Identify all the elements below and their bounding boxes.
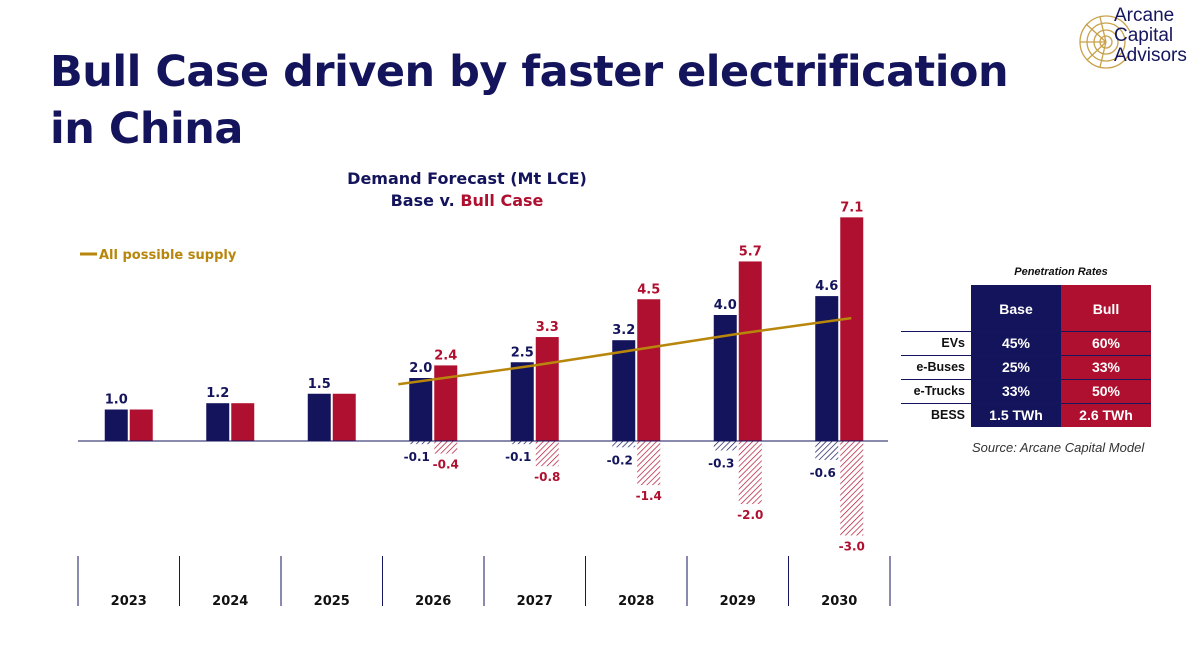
bar-base-2027 xyxy=(510,362,534,441)
logo-wordmark: Arcane Capital Advisors xyxy=(1114,6,1187,66)
bar-bull-2026 xyxy=(434,365,458,441)
x-tick-label-2025: 2025 xyxy=(314,594,350,609)
bull-cell: 60% xyxy=(1061,332,1151,355)
column-header-base: Base xyxy=(971,285,1061,333)
neg-bar-base-2030 xyxy=(815,441,839,460)
base-cell: 45% xyxy=(971,332,1061,355)
x-tick-label-2024: 2024 xyxy=(212,594,248,609)
row-label: e-Buses xyxy=(916,360,965,374)
bar-base-2024 xyxy=(206,403,230,441)
data-label-bull-2026: 2.4 xyxy=(434,348,457,363)
bar-bull-2023 xyxy=(129,409,153,441)
demand-forecast-chart: Demand Forecast (Mt LCE) Base v. Bull Ca… xyxy=(77,169,891,609)
logo-line-1: Arcane xyxy=(1114,5,1175,26)
bar-base-2023 xyxy=(104,409,128,441)
row-label: EVs xyxy=(941,336,965,350)
bar-bull-2030 xyxy=(840,217,864,441)
data-label-base-2025: 1.5 xyxy=(308,377,331,392)
row-label: BESS xyxy=(930,408,965,422)
bar-base-2028 xyxy=(612,340,636,441)
neg-label-bull-2030: -3.0 xyxy=(839,540,865,554)
neg-label-base-2030: -0.6 xyxy=(810,466,836,480)
neg-bar-bull-2030 xyxy=(840,441,864,536)
table-row: BESS 1.5 TWh 2.6 TWh xyxy=(901,403,1151,427)
data-label-base-2023: 1.0 xyxy=(105,393,128,408)
base-cell: 1.5 TWh xyxy=(971,404,1061,427)
bar-bull-2029 xyxy=(738,261,762,441)
subtitle-bull: Bull Case xyxy=(460,191,543,210)
bar-base-2025 xyxy=(307,393,331,441)
x-tick-label-2030: 2030 xyxy=(821,594,857,609)
neg-label-bull-2028: -1.4 xyxy=(636,489,662,503)
bull-cell: 50% xyxy=(1061,380,1151,403)
subtitle-base: Base v. xyxy=(391,191,461,210)
neg-label-base-2028: -0.2 xyxy=(607,453,633,467)
neg-bar-bull-2026 xyxy=(434,441,458,454)
bull-cell: 2.6 TWh xyxy=(1061,404,1151,427)
neg-bar-bull-2027 xyxy=(535,441,559,467)
table-row: EVs 45% 60% xyxy=(901,331,1151,355)
neg-bar-base-2026 xyxy=(409,441,433,445)
x-tick-label-2027: 2027 xyxy=(517,594,553,609)
neg-bar-bull-2028 xyxy=(637,441,661,486)
x-tick-label-2023: 2023 xyxy=(111,594,147,609)
data-label-bull-2027: 3.3 xyxy=(536,320,559,335)
table-row: e-Buses 25% 33% xyxy=(901,355,1151,379)
data-label-base-2027: 2.5 xyxy=(511,345,534,360)
data-label-base-2024: 1.2 xyxy=(206,386,229,401)
bar-base-2029 xyxy=(713,315,737,441)
logo-line-3: Advisors xyxy=(1114,45,1187,66)
row-label: e-Trucks xyxy=(913,384,965,398)
nautilus-shell-icon xyxy=(1079,15,1130,69)
chart-title: Demand Forecast (Mt LCE) xyxy=(347,169,587,188)
table-row: e-Trucks 33% 50% xyxy=(901,379,1151,403)
legend-supply-label: All possible supply xyxy=(99,248,237,263)
column-header-bull: Bull xyxy=(1061,285,1151,333)
bar-base-2026 xyxy=(409,378,433,441)
data-label-base-2029: 4.0 xyxy=(714,298,737,313)
base-cell: 25% xyxy=(971,356,1061,379)
data-label-bull-2028: 4.5 xyxy=(637,282,660,297)
neg-bar-base-2027 xyxy=(510,441,534,445)
source-note: Source: Arcane Capital Model xyxy=(972,440,1145,455)
neg-bar-base-2029 xyxy=(713,441,737,451)
logo-line-2: Capital xyxy=(1114,25,1174,46)
neg-label-bull-2027: -0.8 xyxy=(534,470,560,484)
neg-label-bull-2029: -2.0 xyxy=(737,508,763,522)
bull-cell: 33% xyxy=(1061,356,1151,379)
x-tick-label-2028: 2028 xyxy=(618,594,654,609)
data-label-bull-2030: 7.1 xyxy=(840,200,863,215)
data-label-base-2026: 2.0 xyxy=(409,361,432,376)
data-label-base-2030: 4.6 xyxy=(815,279,838,294)
neg-bar-base-2028 xyxy=(612,441,636,448)
slide-title: Bull Case driven by faster electrificati… xyxy=(50,47,1009,154)
bar-bull-2028 xyxy=(637,299,661,441)
base-cell: 33% xyxy=(971,380,1061,403)
bar-bull-2024 xyxy=(231,403,255,441)
neg-label-base-2029: -0.3 xyxy=(708,456,734,470)
x-tick-label-2029: 2029 xyxy=(720,594,756,609)
bar-base-2030 xyxy=(815,296,839,441)
data-label-base-2028: 3.2 xyxy=(612,323,635,338)
data-label-bull-2029: 5.7 xyxy=(739,244,762,259)
chart-subtitle: Base v. Bull Case xyxy=(391,191,544,210)
neg-label-base-2027: -0.1 xyxy=(505,450,531,464)
neg-label-base-2026: -0.1 xyxy=(404,450,430,464)
x-tick-label-2026: 2026 xyxy=(415,594,451,609)
neg-bar-bull-2029 xyxy=(738,441,762,504)
penetration-title: Penetration Rates xyxy=(1014,266,1108,278)
company-logo xyxy=(1070,2,1200,80)
neg-label-bull-2026: -0.4 xyxy=(433,458,459,472)
bar-bull-2025 xyxy=(332,393,356,441)
supply-line xyxy=(398,316,852,386)
bar-bull-2027 xyxy=(535,337,559,441)
